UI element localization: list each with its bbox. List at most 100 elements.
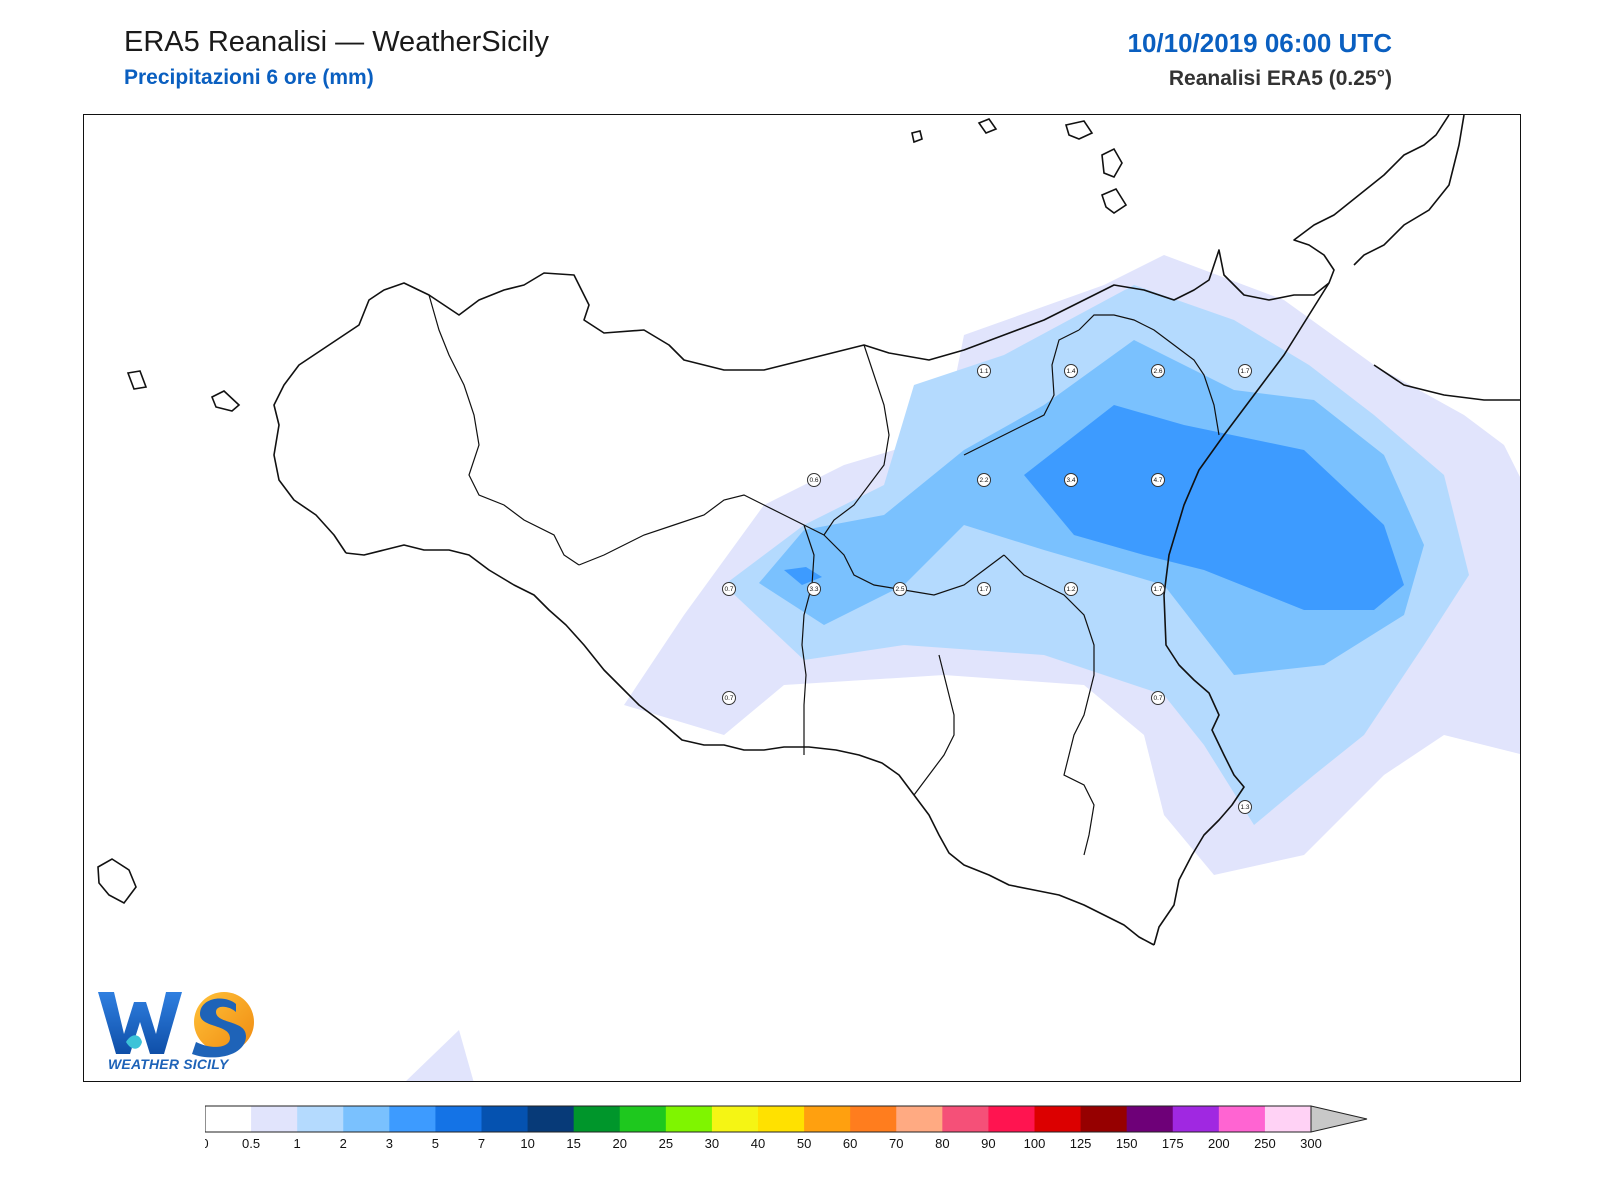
- colorbar-bin: [527, 1106, 575, 1132]
- weather-sicily-logo: [98, 992, 254, 1058]
- colorbar-bin: [665, 1106, 713, 1132]
- station-marker: 3.4: [1064, 473, 1078, 487]
- station-dot: [1151, 473, 1165, 487]
- station-dot: [1238, 364, 1252, 378]
- station-dot: [1151, 364, 1165, 378]
- colorbar-tick-label: 100: [1024, 1136, 1046, 1151]
- station-dot: [1151, 582, 1165, 596]
- colorbar-tick-label: 60: [843, 1136, 857, 1151]
- colorbar-bin: [435, 1106, 482, 1132]
- island-favignana: [126, 370, 148, 390]
- data-source: Reanalisi ERA5 (0.25°): [1168, 67, 1392, 90]
- calabria-coast: [1353, 115, 1520, 401]
- colorbar-bin: [1034, 1106, 1082, 1132]
- colorbar-bin: [804, 1106, 851, 1132]
- sicily-south-coast: [345, 544, 1155, 946]
- station-marker: 1.7: [977, 582, 991, 596]
- map-subtitle: Precipitazioni 6 ore (mm): [124, 66, 374, 89]
- station-markers: 1.1 1.4 2.6 1.7 0.6 2.2 3.4 4.7 0.7 3.3 2.5 1.7 1.2 1…: [722, 364, 1252, 814]
- colorbar-bins: [205, 1105, 1368, 1133]
- station-value: 2.2: [979, 477, 988, 484]
- station-marker: 1.4: [1064, 364, 1078, 378]
- colorbar-bin: [896, 1106, 943, 1132]
- island-levanzo: [210, 390, 241, 412]
- colorbar-bin: [942, 1106, 989, 1132]
- station-marker: 0.7: [722, 691, 736, 705]
- station-marker: 1.1: [977, 364, 991, 378]
- colorbar-bin: [251, 1106, 298, 1132]
- boundary-trapani-palermo: [428, 294, 580, 566]
- colorbar-tick-label: 125: [1070, 1136, 1092, 1151]
- colorbar-bin: [988, 1106, 1035, 1132]
- colorbar-bin: [850, 1106, 897, 1132]
- colorbar-ticks: 0 0.5 1 2 3 5 7 10 15 20 25 30 40 50 60 70 80 90 100 125 150…: [205, 1136, 1322, 1151]
- map-panel: 1.1 1.4 2.6 1.7 0.6 2.2 3.4 4.7 0.7 3.3 2.5 1.7 1.2 1…: [83, 114, 1521, 1082]
- colorbar-bin: [1126, 1106, 1174, 1132]
- colorbar-bin: [1218, 1106, 1266, 1132]
- station-value: 1.1: [979, 368, 988, 375]
- colorbar-tick-label: 15: [566, 1136, 580, 1151]
- colorbar-bin: [1172, 1106, 1220, 1132]
- colorbar-tick-label: 25: [659, 1136, 673, 1151]
- station-marker: 1.3: [1238, 800, 1252, 814]
- map-canvas: 1.1 1.4 2.6 1.7 0.6 2.2 3.4 4.7 0.7 3.3 2.5 1.7 1.2 1…: [97, 115, 1520, 1081]
- station-value: 4.7: [1153, 477, 1162, 484]
- station-marker: 2.5: [893, 582, 907, 596]
- calabria-east-coastline: [1373, 364, 1520, 401]
- station-dot: [807, 473, 821, 487]
- colorbar-tick-label: 70: [889, 1136, 903, 1151]
- station-dot: [893, 582, 907, 596]
- colorbar-tick-label: 1: [294, 1136, 301, 1151]
- station-marker: 1.2: [1064, 582, 1078, 596]
- station-dot: [722, 691, 736, 705]
- station-value: 0.7: [1153, 695, 1162, 702]
- station-marker: 2.6: [1151, 364, 1165, 378]
- colorbar-bin: [573, 1106, 621, 1132]
- colorbar-overflow-arrow: [1310, 1105, 1368, 1133]
- colorbar-bin: [758, 1106, 805, 1132]
- station-dot: [722, 582, 736, 596]
- station-value: 2.6: [1153, 368, 1162, 375]
- island-lipari: [1101, 147, 1123, 179]
- station-marker: 2.2: [977, 473, 991, 487]
- precip-contour-0-5-south: [406, 1030, 474, 1081]
- station-marker: 1.7: [1238, 364, 1252, 378]
- station-value: 1.7: [1153, 586, 1162, 593]
- boundary-enna-catania: [963, 329, 1080, 456]
- station-value: 1.7: [979, 586, 988, 593]
- boundary-palermo-agrigento: [578, 494, 805, 566]
- colorbar-bin: [389, 1106, 436, 1132]
- calabria-coastline: [1353, 115, 1465, 266]
- colorbar-bin: [205, 1106, 252, 1132]
- station-marker: 0.7: [722, 582, 736, 596]
- station-value: 1.3: [1240, 804, 1249, 811]
- boundary-palermo-messina: [803, 344, 890, 536]
- station-dot: [1064, 582, 1078, 596]
- island-alicudi: [977, 118, 998, 134]
- colorbar-tick-label: 50: [797, 1136, 811, 1151]
- colorbar-tick-label: 200: [1208, 1136, 1230, 1151]
- colorbar-border: [205, 1105, 1312, 1133]
- boundary-agrigento-caltanissetta: [801, 524, 815, 755]
- map-title: ERA5 Reanalisi — WeatherSicily: [124, 26, 549, 58]
- sicily-coastline: [273, 115, 1450, 554]
- colorbar-tick-label: 250: [1254, 1136, 1276, 1151]
- precip-colorbar: 0 0.5 1 2 3 5 7 10 15 20 25 30 40 50 60 70 80 90 100 125 150…: [205, 1105, 1368, 1151]
- colorbar-bin: [1264, 1106, 1312, 1132]
- colorbar-tick-label: 30: [705, 1136, 719, 1151]
- colorbar-tick-label: 40: [751, 1136, 765, 1151]
- precip-contour-3: [1024, 405, 1404, 610]
- colorbar-tick-label: 5: [432, 1136, 439, 1151]
- station-marker: 3.3: [807, 582, 821, 596]
- station-value: 0.7: [724, 586, 733, 593]
- colorbar-tick-label: 175: [1162, 1136, 1184, 1151]
- island-vulcano: [1101, 187, 1128, 214]
- island-salina: [1064, 120, 1094, 140]
- station-marker: 0.7: [1151, 691, 1165, 705]
- colorbar-bin: [297, 1106, 344, 1132]
- station-dot: [977, 364, 991, 378]
- colorbar-tick-label: 10: [520, 1136, 534, 1151]
- station-marker: 4.7: [1151, 473, 1165, 487]
- colorbar-tick-label: 7: [478, 1136, 485, 1151]
- station-value: 1.7: [1240, 368, 1249, 375]
